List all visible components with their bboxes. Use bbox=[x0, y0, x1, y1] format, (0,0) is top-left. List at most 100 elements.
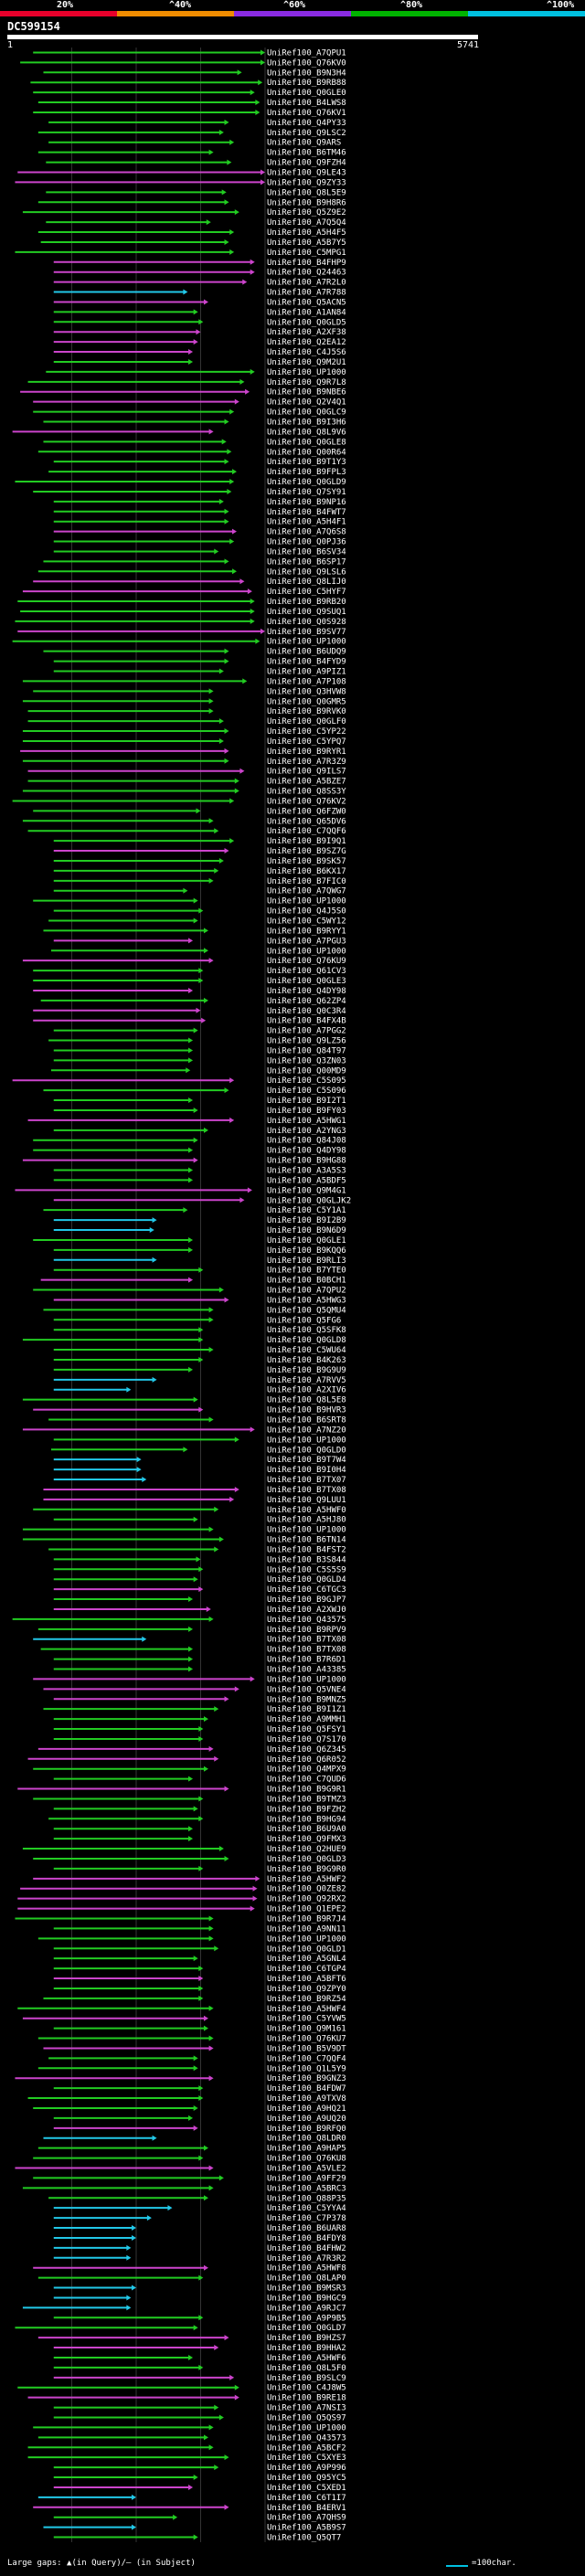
hit-accession[interactable]: UniRef100_A5HWG3 bbox=[267, 1296, 346, 1305]
hit-accession[interactable]: UniRef100_A2YNG3 bbox=[267, 1127, 346, 1136]
hit-accession[interactable]: UniRef100_UP1000 bbox=[267, 1675, 346, 1684]
hit-accession[interactable]: UniRef100_C5YPQ7 bbox=[267, 737, 346, 747]
hit-row[interactable]: UniRef100_B9G9R1 bbox=[17, 1786, 346, 1795]
hit-accession[interactable]: UniRef100_A5VLE2 bbox=[267, 2165, 346, 2174]
hit-row[interactable]: UniRef100_Q9ZY33 bbox=[15, 178, 346, 187]
hit-row[interactable]: UniRef100_Q9M4G1 bbox=[15, 1186, 346, 1195]
hit-accession[interactable]: UniRef100_B9T1Y3 bbox=[267, 458, 346, 467]
hit-row[interactable]: UniRef100_Q0GLD5 bbox=[53, 318, 346, 327]
hit-accession[interactable]: UniRef100_Q84T97 bbox=[267, 1046, 346, 1055]
hit-accession[interactable]: UniRef100_B4FDW7 bbox=[267, 2084, 346, 2094]
hit-accession[interactable]: UniRef100_Q7SY91 bbox=[267, 488, 346, 497]
hit-row[interactable]: UniRef100_B9HG94 bbox=[48, 1815, 346, 1824]
hit-accession[interactable]: UniRef100_B9H8R6 bbox=[267, 198, 346, 207]
hit-row[interactable]: UniRef100_B6UAR8 bbox=[53, 2224, 346, 2233]
hit-accession[interactable]: UniRef100_B9HZS7 bbox=[267, 2334, 346, 2343]
hit-accession[interactable]: UniRef100_A5BCF2 bbox=[267, 2443, 346, 2453]
hit-accession[interactable]: UniRef100_Q9ZY33 bbox=[267, 178, 346, 187]
hit-row[interactable]: UniRef100_B4FHW2 bbox=[53, 2244, 346, 2253]
hit-row[interactable]: UniRef100_A5BRC3 bbox=[22, 2184, 346, 2193]
hit-row[interactable]: UniRef100_B9N6D9 bbox=[53, 1226, 346, 1235]
hit-accession[interactable]: UniRef100_B9G9R0 bbox=[267, 1865, 346, 1874]
hit-accession[interactable]: UniRef100_A7P108 bbox=[267, 677, 346, 686]
hit-accession[interactable]: UniRef100_Q9M4G1 bbox=[267, 1186, 346, 1195]
hit-accession[interactable]: UniRef100_A5BZE7 bbox=[267, 778, 346, 787]
hit-accession[interactable]: UniRef100_Q8L9V6 bbox=[267, 428, 346, 437]
hit-row[interactable]: UniRef100_B4ERV1 bbox=[33, 2504, 346, 2513]
hit-accession[interactable]: UniRef100_B9HG94 bbox=[267, 1815, 346, 1824]
hit-accession[interactable]: UniRef100_A5HJ80 bbox=[267, 1516, 346, 1525]
hit-row[interactable]: UniRef100_C5WY12 bbox=[48, 917, 346, 927]
hit-row[interactable]: UniRef100_Q4DY98 bbox=[33, 987, 346, 996]
hit-row[interactable]: UniRef100_A2XWJ0 bbox=[53, 1606, 346, 1615]
hit-row[interactable]: UniRef100_A5HWF6 bbox=[53, 2354, 346, 2363]
hit-row[interactable]: UniRef100_Q62ZP4 bbox=[40, 997, 346, 1006]
hit-row[interactable]: UniRef100_Q84T97 bbox=[53, 1046, 346, 1055]
hit-row[interactable]: UniRef100_A5GNL4 bbox=[53, 1955, 346, 1964]
hit-row[interactable]: UniRef100_Q0GLJK2 bbox=[53, 1196, 351, 1205]
hit-row[interactable]: UniRef100_A9HQ21 bbox=[33, 2104, 346, 2114]
hit-row[interactable]: UniRef100_Q5ACN5 bbox=[53, 298, 346, 307]
hit-accession[interactable]: UniRef100_Q76KV2 bbox=[267, 797, 346, 806]
hit-accession[interactable]: UniRef100_B9RB88 bbox=[267, 79, 346, 88]
hit-accession[interactable]: UniRef100_Q9SUQ1 bbox=[267, 608, 346, 617]
hit-row[interactable]: UniRef100_B7YTE0 bbox=[53, 1267, 346, 1276]
hit-accession[interactable]: UniRef100_B6TM46 bbox=[267, 149, 346, 158]
hit-accession[interactable]: UniRef100_Q9M2U1 bbox=[267, 358, 346, 367]
hit-row[interactable]: UniRef100_C5S096 bbox=[43, 1087, 346, 1096]
hit-accession[interactable]: UniRef100_Q5VNE4 bbox=[267, 1685, 346, 1694]
hit-accession[interactable]: UniRef100_Q9ILS7 bbox=[267, 768, 346, 777]
hit-accession[interactable]: UniRef100_Q0C3R4 bbox=[267, 1007, 346, 1016]
hit-accession[interactable]: UniRef100_B6TN14 bbox=[267, 1536, 346, 1545]
hit-accession[interactable]: UniRef100_A9P9B5 bbox=[267, 2314, 346, 2323]
hit-row[interactable]: UniRef100_B9I2B9 bbox=[53, 1216, 346, 1225]
hit-accession[interactable]: UniRef100_Q8LDR0 bbox=[267, 2135, 346, 2144]
hit-row[interactable]: UniRef100_C6TGC3 bbox=[53, 1585, 346, 1595]
hit-accession[interactable]: UniRef100_Q0GLD4 bbox=[267, 1575, 346, 1585]
hit-row[interactable]: UniRef100_C4J8W5 bbox=[17, 2384, 346, 2393]
hit-row[interactable]: UniRef100_B9I3H6 bbox=[43, 419, 346, 428]
hit-accession[interactable]: UniRef100_B9G9R1 bbox=[267, 1786, 346, 1795]
hit-row[interactable]: UniRef100_Q0GLE3 bbox=[33, 977, 346, 986]
hit-accession[interactable]: UniRef100_B6SRT8 bbox=[267, 1416, 346, 1426]
hit-row[interactable]: UniRef100_Q0GLD1 bbox=[53, 1945, 346, 1954]
hit-accession[interactable]: UniRef100_Q61CV3 bbox=[267, 967, 346, 976]
hit-row[interactable]: UniRef100_Q4MPX9 bbox=[33, 1765, 346, 1775]
hit-row[interactable]: UniRef100_B9SK57 bbox=[53, 857, 346, 866]
hit-row[interactable]: UniRef100_B9RFQ0 bbox=[53, 2125, 346, 2134]
hit-row[interactable]: UniRef100_Q9M161 bbox=[53, 2025, 346, 2034]
hit-row[interactable]: UniRef100_C6TGP4 bbox=[53, 1965, 346, 1974]
hit-row[interactable]: UniRef100_A3A5S3 bbox=[53, 1167, 346, 1176]
hit-row[interactable]: UniRef100_Q9FMX3 bbox=[53, 1835, 346, 1844]
hit-accession[interactable]: UniRef100_A3A5S3 bbox=[267, 1167, 346, 1176]
hit-row[interactable]: UniRef100_A5HWF4 bbox=[17, 2005, 346, 2014]
hit-row[interactable]: UniRef100_Q24463 bbox=[53, 269, 346, 278]
hit-accession[interactable]: UniRef100_B9RZ54 bbox=[267, 1995, 346, 2004]
hit-accession[interactable]: UniRef100_Q0GLJK2 bbox=[267, 1196, 351, 1205]
hit-row[interactable]: UniRef100_A9UQ20 bbox=[53, 2115, 346, 2124]
hit-row[interactable]: UniRef100_B7R6D1 bbox=[53, 1656, 346, 1665]
hit-accession[interactable]: UniRef100_Q62ZP4 bbox=[267, 997, 346, 1006]
hit-accession[interactable]: UniRef100_A5GNL4 bbox=[267, 1955, 346, 1964]
hit-row[interactable]: UniRef100_A5HWG3 bbox=[53, 1296, 346, 1305]
hit-row[interactable]: UniRef100_A7NSI3 bbox=[53, 2404, 346, 2413]
hit-accession[interactable]: UniRef100_C7QUD6 bbox=[267, 1776, 346, 1785]
hit-accession[interactable]: UniRef100_B6UDQ9 bbox=[267, 648, 346, 657]
hit-accession[interactable]: UniRef100_Q92RX2 bbox=[267, 1895, 346, 1904]
hit-accession[interactable]: UniRef100_B9RPV9 bbox=[267, 1626, 346, 1635]
hit-accession[interactable]: UniRef100_A7QWG7 bbox=[267, 887, 346, 896]
hit-accession[interactable]: UniRef100_B9HGC9 bbox=[267, 2294, 346, 2303]
hit-row[interactable]: UniRef100_B5V9DT bbox=[43, 2044, 346, 2053]
hit-row[interactable]: UniRef100_Q65DV6 bbox=[22, 817, 346, 826]
hit-row[interactable]: UniRef100_Q9R7L8 bbox=[27, 378, 346, 387]
hit-row[interactable]: UniRef100_Q9ILS7 bbox=[27, 768, 346, 777]
hit-accession[interactable]: UniRef100_B9HHA2 bbox=[267, 2344, 346, 2353]
hit-accession[interactable]: UniRef100_C5XYE3 bbox=[267, 2454, 346, 2463]
hit-row[interactable]: UniRef100_B9RB88 bbox=[30, 79, 346, 88]
hit-row[interactable]: UniRef100_Q0ZE82 bbox=[20, 1885, 346, 1894]
hit-row[interactable]: UniRef100_B9RYR1 bbox=[20, 747, 346, 757]
hit-accession[interactable]: UniRef100_A7Q6S8 bbox=[267, 528, 346, 537]
hit-row[interactable]: UniRef100_B9MNZ5 bbox=[53, 1695, 346, 1704]
hit-row[interactable]: UniRef100_C7P378 bbox=[53, 2214, 346, 2223]
hit-accession[interactable]: UniRef100_Q88P35 bbox=[267, 2194, 346, 2203]
